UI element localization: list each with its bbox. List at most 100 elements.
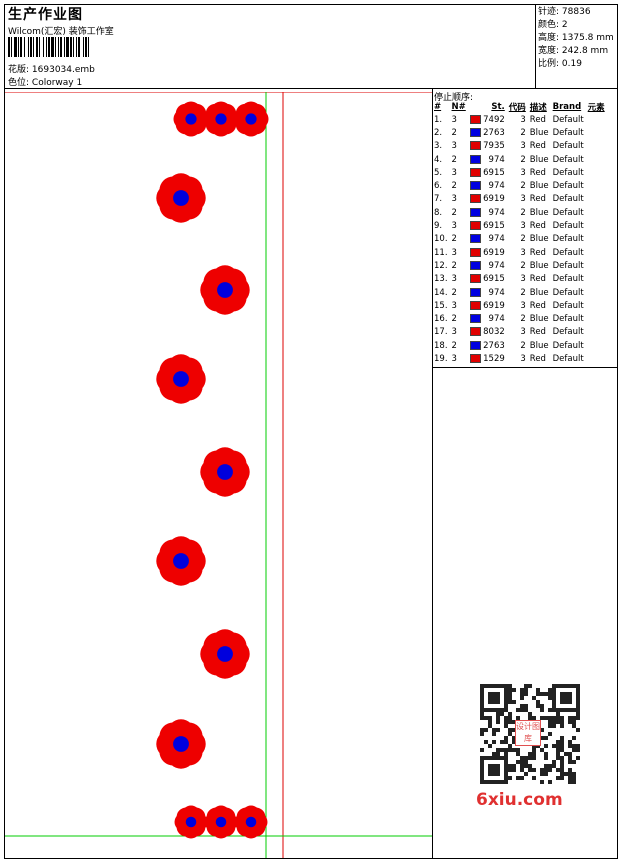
stop-row: 15. 3 6919 3 Red Default [432,299,607,312]
flower-motif [156,536,206,586]
column-header: N# [451,102,466,112]
color-swatch [469,340,481,350]
color-description: Blue [529,207,549,218]
color-code: 3 [520,327,526,338]
design-label: 花版: [8,65,30,75]
stop-row: 10. 2 974 2 Blue Default [432,233,607,246]
seal-stamp-icon: 设计图库 [515,720,541,746]
colorway-row: 色位: Colorway 1 [8,75,82,88]
color-description: Red [529,247,546,258]
header-divider [4,88,618,89]
element-cell [586,299,607,312]
needle-number: 2 [451,287,457,298]
color-swatch [469,260,481,270]
element-cell [586,179,607,192]
stitch-count: 974 [468,206,507,219]
color-code: 3 [520,274,526,285]
stitch-count: 6915 [468,273,507,286]
needle-number: 2 [451,340,457,351]
color-code: 2 [520,314,526,325]
stop-sequence-title: 停止顺序: [434,93,474,103]
color-code: 3 [520,300,526,311]
color-description: Blue [529,287,549,298]
thread-brand: Default [552,327,584,338]
stop-index: 2. [434,127,443,138]
stats-panel: 针迹: 78836 颜色: 2 高度: 1375.8 mm 宽度: 242.8 … [538,6,614,71]
needle-number: 2 [451,207,457,218]
color-swatch [469,127,481,137]
element-cell [586,352,607,365]
thread-brand: Default [552,114,584,125]
design-file: 1693034.emb [31,65,95,75]
needle-number: 3 [451,141,457,152]
stat-width: 宽度: 242.8 mm [538,46,609,56]
stop-index: 10. [434,234,448,245]
color-description: Red [529,327,546,338]
color-code: 2 [520,234,526,245]
colorway-value: Colorway 1 [31,78,83,88]
element-cell [586,140,607,153]
stitch-count: 1529 [468,352,507,365]
color-code: 3 [520,353,526,364]
colorway-label: 色位: [8,78,30,88]
color-swatch [469,221,481,231]
qr-code-icon [480,684,580,784]
thread-brand: Default [552,194,584,205]
column-header: 元素 [587,103,605,113]
thread-brand: Default [552,260,584,271]
needle-number: 2 [451,234,457,245]
barcode [8,37,140,57]
color-swatch [469,207,481,217]
stop-row: 3. 3 7935 3 Red Default [432,140,607,153]
stitch-count: 2763 [468,126,507,139]
stitch-count: 6919 [468,246,507,259]
design-file-row: 花版: 1693034.emb [8,62,95,75]
needle-number: 2 [451,154,457,165]
stop-row: 8. 2 974 2 Blue Default [432,206,607,219]
stop-index: 8. [434,207,443,218]
color-code: 2 [520,340,526,351]
stitch-count: 6915 [468,166,507,179]
color-description: Blue [529,234,549,245]
stitch-count: 974 [468,286,507,299]
color-code: 3 [520,221,526,232]
color-code: 3 [520,247,526,258]
canvas-divider [432,88,433,859]
stop-index: 4. [434,154,443,165]
element-cell [586,312,607,325]
stop-row: 17. 3 8032 3 Red Default [432,326,607,339]
stop-index: 3. [434,141,443,152]
stop-index: 9. [434,221,443,232]
stop-row: 13. 3 6915 3 Red Default [432,273,607,286]
stitch-count: 7492 [468,113,507,126]
stop-index: 18. [434,340,448,351]
color-description: Red [529,221,546,232]
element-cell [586,326,607,339]
thread-brand: Default [552,207,584,218]
color-code: 3 [520,194,526,205]
color-swatch [469,314,481,324]
flower-motif [200,629,250,679]
stitch-count: 974 [468,153,507,166]
color-swatch [469,274,481,284]
color-code: 2 [520,154,526,165]
sheet-frame [4,4,618,859]
thread-brand: Default [552,340,584,351]
element-cell [586,153,607,166]
thread-brand: Default [552,127,584,138]
thread-brand: Default [552,141,584,152]
color-code: 2 [520,260,526,271]
thread-brand: Default [552,274,584,285]
element-cell [586,113,607,126]
thread-brand: Default [552,154,584,165]
stat-colors: 颜色: 2 [538,20,568,30]
color-swatch [469,287,481,297]
design-preview [5,92,432,858]
stop-row: 9. 3 6915 3 Red Default [432,219,607,232]
color-description: Red [529,353,546,364]
flower-motif [156,173,206,223]
color-description: Blue [529,127,549,138]
element-cell [586,219,607,232]
column-header: Brand [552,102,582,112]
needle-number: 3 [451,353,457,364]
